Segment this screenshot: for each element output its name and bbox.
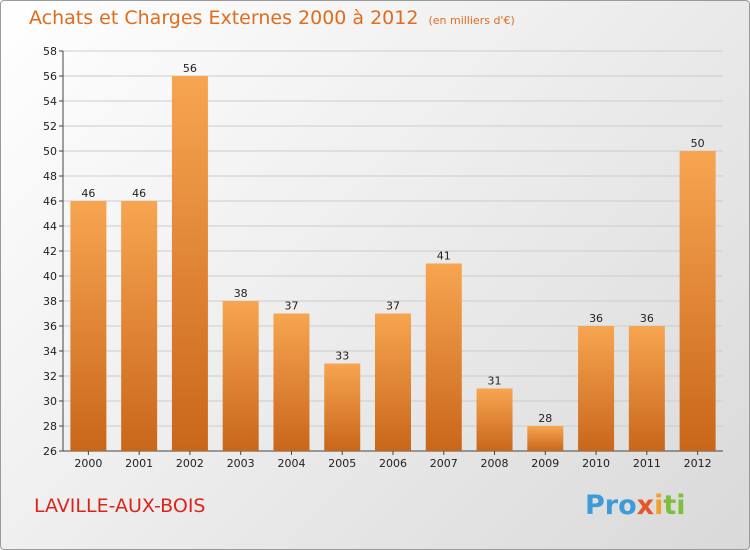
data-label: 33 [335, 350, 349, 363]
data-label: 31 [488, 375, 502, 388]
x-tick-label: 2002 [176, 457, 204, 470]
place-name: LAVILLE-AUX-BOIS [34, 495, 206, 517]
bar [70, 201, 107, 451]
y-tick-label: 38 [43, 295, 57, 308]
bar [425, 263, 462, 451]
chart-title: Achats et Charges Externes 2000 à 2012 (e… [29, 7, 515, 29]
data-label: 28 [538, 412, 552, 425]
data-label: 46 [81, 187, 95, 200]
data-labels: 46 46 56 38 37 33 37 41 31 28 36 36 50 [81, 62, 704, 425]
logo-part-3: i [654, 490, 664, 521]
bar [273, 313, 310, 451]
x-tick-label: 2004 [277, 457, 305, 470]
y-tick-label: 50 [43, 145, 57, 158]
bar [222, 301, 259, 451]
data-label: 37 [284, 300, 298, 313]
y-tick-label: 52 [43, 120, 57, 133]
y-tick-label: 28 [43, 420, 57, 433]
x-tick-label: 2009 [531, 457, 559, 470]
x-tick-label: 2010 [582, 457, 610, 470]
y-tick-label: 44 [43, 220, 57, 233]
x-tick-label: 2011 [633, 457, 661, 470]
x-tick-label: 2012 [684, 457, 712, 470]
x-tick-label: 2008 [481, 457, 509, 470]
x-tick-label: 2003 [227, 457, 255, 470]
y-tick-label: 54 [43, 95, 57, 108]
y-tick-label: 30 [43, 395, 57, 408]
y-tick-label: 26 [43, 445, 57, 458]
chart-subtitle: (en milliers d'€) [428, 14, 515, 27]
logo-part-4: ti [663, 490, 686, 521]
data-label: 36 [589, 312, 603, 325]
proxiti-logo: Proxiti [585, 490, 686, 521]
y-tick-label: 46 [43, 195, 57, 208]
y-tick-label: 36 [43, 320, 57, 333]
y-tick-label: 58 [43, 45, 57, 58]
y-tick-label: 48 [43, 170, 57, 183]
data-label: 37 [386, 300, 400, 313]
bar [628, 326, 665, 451]
data-label: 36 [640, 312, 654, 325]
y-tick-label: 34 [43, 345, 57, 358]
data-label: 41 [437, 250, 451, 263]
y-tick-label: 32 [43, 370, 57, 383]
bar [121, 201, 158, 451]
bar [171, 76, 208, 451]
x-tick-label: 2006 [379, 457, 407, 470]
x-tick-label: 2005 [328, 457, 356, 470]
bar [679, 151, 716, 451]
bar [375, 313, 411, 451]
data-label: 50 [691, 137, 705, 150]
data-label: 38 [234, 287, 248, 300]
bar [578, 326, 615, 451]
y-tick-label: 42 [43, 245, 57, 258]
x-tick-label: 2001 [125, 457, 153, 470]
chart-title-text: Achats et Charges Externes 2000 à 2012 [29, 7, 419, 29]
data-label: 46 [132, 187, 146, 200]
bars [70, 76, 716, 451]
y-tick-label: 56 [43, 70, 57, 83]
bar [527, 426, 564, 451]
logo-part-2: x [636, 490, 655, 521]
x-tick-label: 2000 [74, 457, 102, 470]
x-tick-label: 2007 [430, 457, 458, 470]
bar [476, 388, 513, 451]
logo-part-1: Pro [585, 490, 637, 521]
x-tick-labels: 2000 2001 2002 2003 2004 2005 2006 2007 2008 2009… [74, 457, 711, 470]
bar [324, 363, 361, 451]
y-tick-labels: 26 28 30 32 34 36 38 40 42 44 46 48 50 52 54 56 58 [43, 45, 57, 458]
y-tick-label: 40 [43, 270, 57, 283]
data-label: 56 [183, 62, 197, 75]
